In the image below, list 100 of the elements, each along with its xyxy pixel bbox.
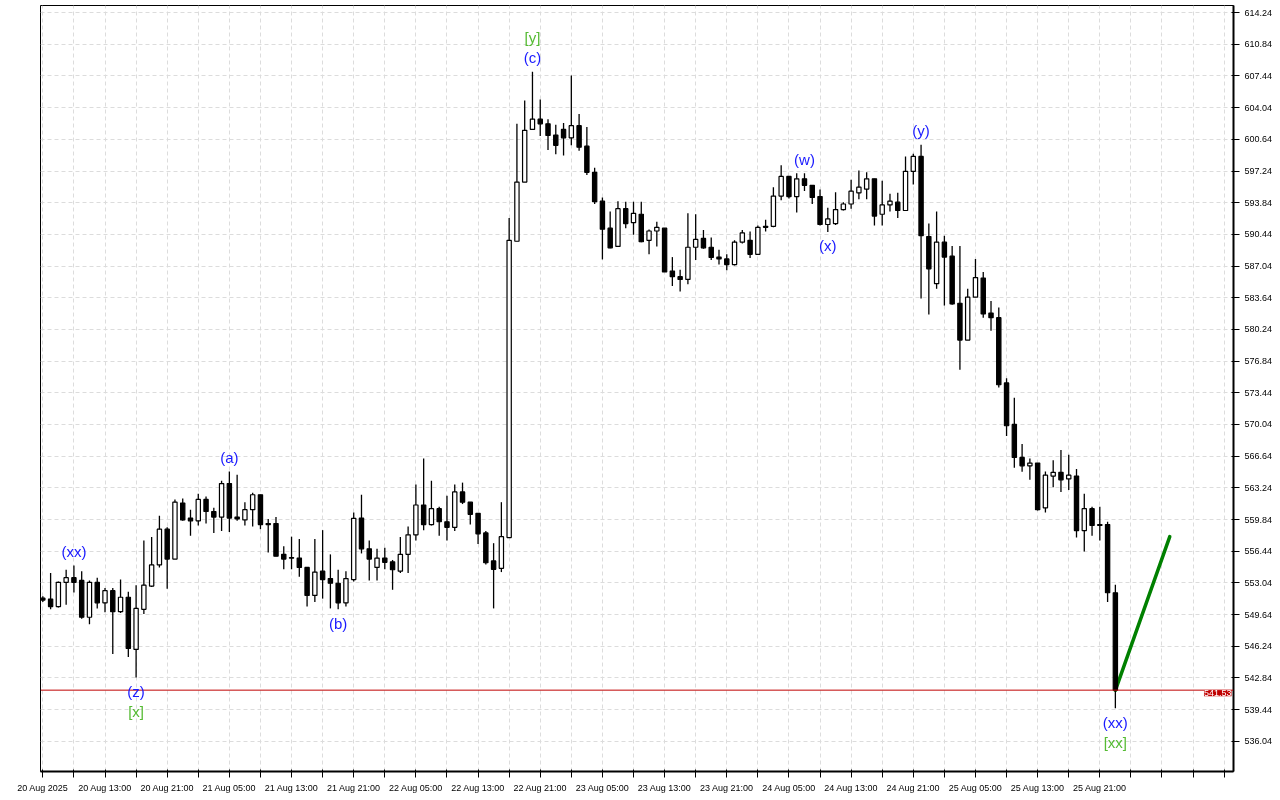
x-tick-label: 22 Aug 13:00 [451,782,505,793]
candlestick [63,569,69,606]
candlestick [1097,506,1103,542]
x-tick-label: 25 Aug 21:00 [1073,782,1127,793]
candlestick [405,525,411,574]
candlestick [420,457,427,531]
candlestick [747,230,753,259]
candlestick [444,495,450,542]
y-tick-label: 536.04 [1244,736,1273,747]
candlestick [607,210,613,249]
candlestick [1081,493,1088,553]
candlestick [195,493,202,527]
candlestick [677,269,683,293]
candlestick [972,258,979,298]
annotation: (xx) [1102,713,1128,731]
y-tick-label: 566.64 [1244,451,1273,462]
candlestick [879,180,885,227]
candlestick [234,474,240,522]
candlestick [242,501,248,527]
y-tick-label: 593.84 [1244,197,1273,208]
annotation: [y] [524,29,541,47]
candlestick [910,153,917,186]
candlestick [863,171,870,200]
annotation: (w) [794,150,815,168]
candlestick [809,184,815,205]
y-tick-label: 563.24 [1244,482,1273,493]
y-tick-label: 607.44 [1244,70,1273,81]
candlestick [895,192,901,219]
candlestick [296,538,303,578]
candlestick [1050,459,1056,488]
candlestick [288,536,295,570]
candlestick [856,169,862,200]
x-tick-label: 22 Aug 05:00 [389,782,443,793]
candlestick [825,207,831,233]
candlestick [887,193,893,213]
candlestick [110,587,116,655]
y-tick-label: 583.64 [1244,292,1273,303]
candlestick [94,577,100,610]
candlestick [335,569,341,610]
y-tick-label: 539.44 [1244,704,1273,715]
candlestick [312,538,318,603]
candlestick [537,98,543,137]
ref-line-label: 541.53 [1203,688,1232,699]
y-tick-label: 590.44 [1244,229,1273,240]
candlestick [436,506,442,537]
candlestick [529,71,536,131]
y-tick-label: 597.24 [1244,166,1273,176]
x-tick-label: 25 Aug 05:00 [948,782,1002,793]
x-tick-label: 21 Aug 21:00 [326,782,380,793]
candlestick [1058,449,1064,493]
x-tick-label: 21 Aug 13:00 [264,782,318,793]
y-tick-label: 556.44 [1244,546,1273,557]
annotation: [x] [128,702,145,720]
candlestick [669,256,676,287]
candlestick [249,492,256,528]
candlestick [490,542,497,610]
y-tick-label: 587.04 [1244,261,1273,272]
candlestick [71,564,77,594]
candlestick [848,179,854,210]
candlestick [568,74,575,146]
candlestick [281,545,287,570]
candlestick [622,201,629,229]
annotation: [xx] [1103,733,1128,751]
candlestick [319,529,326,600]
y-tick-label: 570.04 [1244,419,1273,430]
candlestick [793,172,800,214]
candlestick [467,501,474,526]
y-tick-label: 610.84 [1244,39,1273,50]
candlestick [553,124,559,155]
candlestick [1066,454,1072,491]
x-tick-label: 20 Aug 2025 [17,782,68,793]
x-tick-label: 20 Aug 13:00 [78,782,132,793]
candlestick [211,507,217,534]
candlestick [692,213,699,261]
x-tick-label: 22 Aug 21:00 [513,782,567,793]
x-tick-label: 23 Aug 05:00 [575,782,629,793]
y-tick-label: 614.24 [1244,7,1273,18]
annotation: (b) [329,614,348,632]
x-tick-label: 24 Aug 13:00 [824,782,878,793]
y-tick-label: 559.84 [1244,514,1273,525]
candlestick [1089,506,1095,537]
y-tick-label: 542.84 [1244,672,1273,683]
candlestick [148,536,155,588]
x-tick-label: 25 Aug 13:00 [1010,782,1064,793]
candlestick [397,536,404,574]
annotation: (a) [220,448,239,466]
candlestick [327,553,334,610]
candlestick [203,495,209,525]
x-tick-label: 23 Aug 21:00 [699,782,754,793]
annotation: (x) [819,237,837,255]
y-tick-label: 576.84 [1244,356,1273,367]
candlestick [1019,443,1025,473]
candlestick [731,239,738,267]
candlestick [654,221,660,248]
candlestick [1027,457,1033,481]
y-tick-label: 604.04 [1244,102,1273,113]
candlestick [47,572,54,610]
candlestick [786,175,792,200]
candlestick [382,547,388,570]
y-tick-label: 580.24 [1244,324,1273,335]
